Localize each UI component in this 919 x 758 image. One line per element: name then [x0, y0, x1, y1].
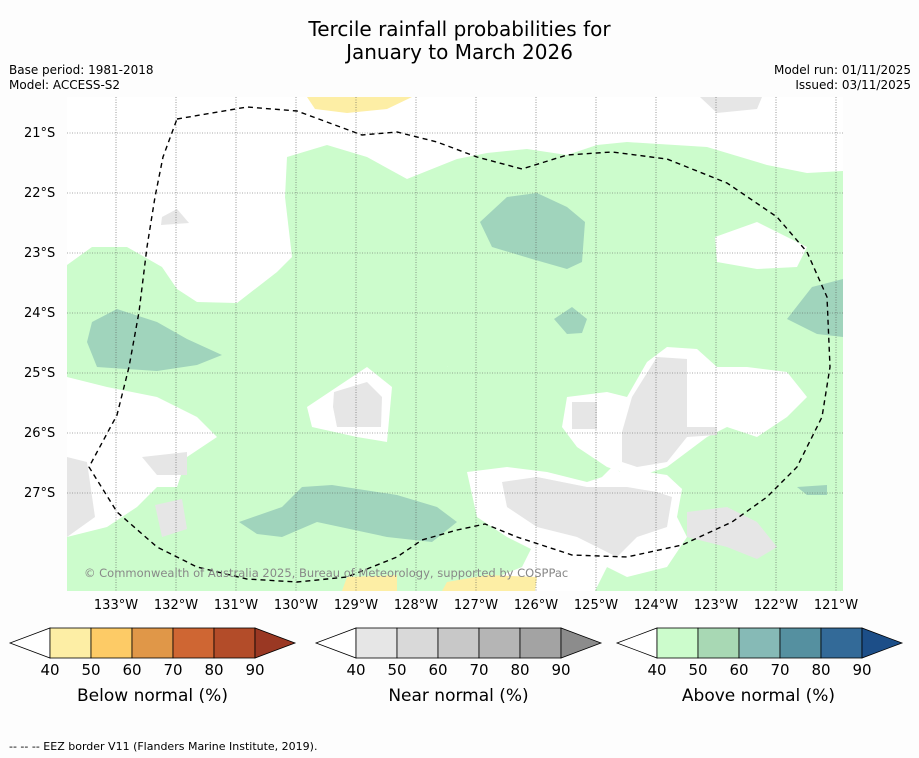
below-normal-region-1 — [307, 97, 412, 113]
above-normal-swatch-60 — [738, 627, 781, 659]
lon-label-123w: 123°W — [693, 598, 739, 613]
issued-date: Issued: 03/11/2025 — [795, 78, 911, 92]
near-normal-region-6 — [67, 457, 95, 537]
near-normal-tick-50: 50 — [387, 661, 407, 679]
lon-label-124w: 124°W — [633, 598, 679, 613]
above-normal-50-region-2 — [87, 309, 222, 371]
rainfall-map: © Commonwealth of Australia 2025, Bureau… — [67, 97, 843, 591]
above-normal-50-region-1 — [480, 193, 585, 269]
lon-label-131w: 131°W — [213, 598, 259, 613]
above-normal-tick-70: 70 — [770, 661, 790, 679]
below-normal-below-40-extension — [8, 627, 51, 659]
below-normal-tick-70: 70 — [163, 661, 183, 679]
below-normal-swatch-40 — [49, 627, 92, 659]
above-normal-50-region-3 — [239, 485, 457, 542]
near-normal-region-8 — [155, 499, 187, 537]
lat-label-25s: 25°S — [24, 366, 56, 381]
below-normal-tick-50: 50 — [81, 661, 101, 679]
near-normal-swatch-40 — [355, 627, 398, 659]
run-info: Model run: 01/11/2025 Issued: 03/11/2025 — [774, 63, 911, 93]
near-normal-tick-80: 80 — [510, 661, 530, 679]
above-normal-tick-90: 90 — [852, 661, 872, 679]
lat-gridlines — [67, 132, 843, 494]
above-normal-legend-label: Above normal (%) — [681, 686, 836, 706]
near-normal-region-4 — [502, 477, 672, 557]
model-info: Base period: 1981-2018 Model: ACCESS-S2 — [9, 63, 154, 93]
model-run: Model run: 01/11/2025 — [773, 63, 911, 77]
near-normal-region-10 — [700, 97, 762, 113]
lat-label-22s: 22°S — [24, 186, 56, 201]
below-normal-swatch-60 — [131, 627, 174, 659]
copyright-text: © Commonwealth of Australia 2025, Bureau… — [84, 566, 568, 580]
colorbar-legends — [8, 627, 904, 659]
near-normal-legend-label: Near normal (%) — [388, 686, 529, 706]
below-normal-region-3 — [442, 575, 537, 591]
model-name: Model: ACCESS-S2 — [9, 78, 121, 92]
above-normal-swatch-40 — [656, 627, 699, 659]
above-normal-tick-40: 40 — [647, 661, 667, 679]
near-normal-below-40-extension — [314, 627, 357, 659]
title-line-2: January to March 2026 — [346, 40, 573, 64]
lon-label-127w: 127°W — [453, 598, 499, 613]
near-normal-tick-60: 60 — [428, 661, 448, 679]
lon-label-129w: 129°W — [333, 598, 379, 613]
below-normal-tick-90: 90 — [245, 661, 265, 679]
above-normal-tick-80: 80 — [811, 661, 831, 679]
near-normal-region-1 — [333, 382, 382, 427]
near-normal-swatch-60 — [437, 627, 480, 659]
below-normal-swatch-70 — [172, 627, 215, 659]
above-normal-50-region-5 — [787, 279, 843, 337]
below-normal-tick-60: 60 — [122, 661, 142, 679]
lon-label-126w: 126°W — [513, 598, 559, 613]
title-line-1: Tercile rainfall probabilities for — [308, 17, 611, 41]
near-normal-above-90-extension — [560, 627, 603, 659]
above-normal-50-region-6 — [797, 485, 827, 495]
above-normal-above-90-extension — [861, 627, 904, 659]
lon-label-121w: 121°W — [813, 598, 859, 613]
above-normal-swatch-50 — [697, 627, 740, 659]
above-normal-swatch-80 — [820, 627, 863, 659]
lon-label-132w: 132°W — [153, 598, 199, 613]
lon-label-125w: 125°W — [573, 598, 619, 613]
near-normal-swatch-80 — [519, 627, 562, 659]
lon-label-122w: 122°W — [753, 598, 799, 613]
near-normal-swatch-70 — [478, 627, 521, 659]
lat-label-26s: 26°S — [24, 426, 56, 441]
above-normal-50-region-4 — [554, 307, 587, 334]
below-normal-legend-label: Below normal (%) — [77, 686, 228, 706]
near-normal-region-3 — [622, 357, 717, 467]
below-normal-tick-40: 40 — [40, 661, 60, 679]
below-normal-swatch-50 — [90, 627, 133, 659]
below-normal-tick-80: 80 — [204, 661, 224, 679]
above-normal-tick-60: 60 — [729, 661, 749, 679]
eez-footnote: -- -- -- EEZ border V11 (Flanders Marine… — [9, 740, 318, 753]
below-normal-swatch-80 — [213, 627, 256, 659]
lon-label-133w: 133°W — [93, 598, 139, 613]
below-normal-above-90-extension — [254, 627, 297, 659]
near-normal-region-2 — [572, 402, 597, 429]
lat-label-24s: 24°S — [24, 306, 56, 321]
lat-label-21s: 21°S — [24, 126, 56, 141]
near-normal-region-5 — [687, 507, 777, 559]
near-normal-tick-90: 90 — [551, 661, 571, 679]
near-normal-region-9 — [161, 209, 189, 225]
base-period: Base period: 1981-2018 — [9, 63, 154, 77]
above-normal-tick-50: 50 — [688, 661, 708, 679]
lat-label-27s: 27°S — [24, 486, 56, 501]
near-normal-swatch-50 — [396, 627, 439, 659]
near-normal-tick-70: 70 — [469, 661, 489, 679]
lat-label-23s: 23°S — [24, 246, 56, 261]
lon-label-130w: 130°W — [273, 598, 319, 613]
near-normal-tick-40: 40 — [346, 661, 366, 679]
lon-label-128w: 128°W — [393, 598, 439, 613]
neutral-area-5 — [715, 222, 807, 269]
above-normal-below-40-extension — [615, 627, 658, 659]
map-title: Tercile rainfall probabilities for Janua… — [0, 18, 919, 64]
above-normal-swatch-70 — [779, 627, 822, 659]
